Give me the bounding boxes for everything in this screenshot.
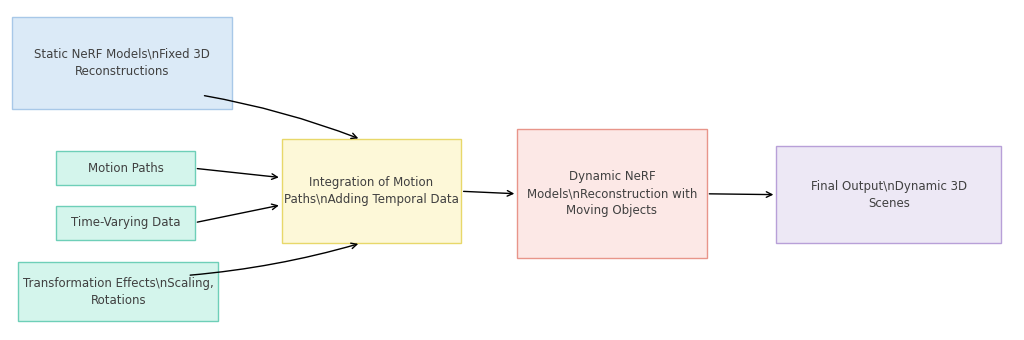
Text: Transformation Effects\nScaling,
Rotations: Transformation Effects\nScaling, Rotatio… [23, 276, 214, 307]
Text: Static NeRF Models\nFixed 3D
Reconstructions: Static NeRF Models\nFixed 3D Reconstruct… [35, 48, 210, 78]
Text: Dynamic NeRF
Models\nReconstruction with
Moving Objects: Dynamic NeRF Models\nReconstruction with… [526, 170, 697, 217]
Text: Final Output\nDynamic 3D
Scenes: Final Output\nDynamic 3D Scenes [811, 180, 967, 210]
Text: Time-Varying Data: Time-Varying Data [71, 216, 180, 229]
FancyBboxPatch shape [18, 262, 218, 321]
FancyBboxPatch shape [776, 146, 1001, 243]
Text: Motion Paths: Motion Paths [87, 162, 164, 175]
FancyBboxPatch shape [282, 139, 461, 243]
Text: Integration of Motion
Paths\nAdding Temporal Data: Integration of Motion Paths\nAdding Temp… [284, 176, 459, 206]
FancyBboxPatch shape [517, 129, 707, 258]
FancyBboxPatch shape [56, 206, 195, 240]
FancyBboxPatch shape [56, 151, 195, 185]
FancyBboxPatch shape [12, 17, 232, 109]
